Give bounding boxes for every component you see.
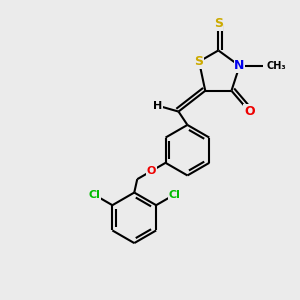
Text: CH₃: CH₃ [266,61,286,71]
Text: H: H [153,100,162,111]
Text: O: O [244,105,255,118]
Text: S: S [195,55,204,68]
Text: N: N [234,59,245,72]
Text: O: O [147,166,156,176]
Text: Cl: Cl [88,190,100,200]
Text: Cl: Cl [168,190,180,200]
Text: S: S [214,17,223,30]
